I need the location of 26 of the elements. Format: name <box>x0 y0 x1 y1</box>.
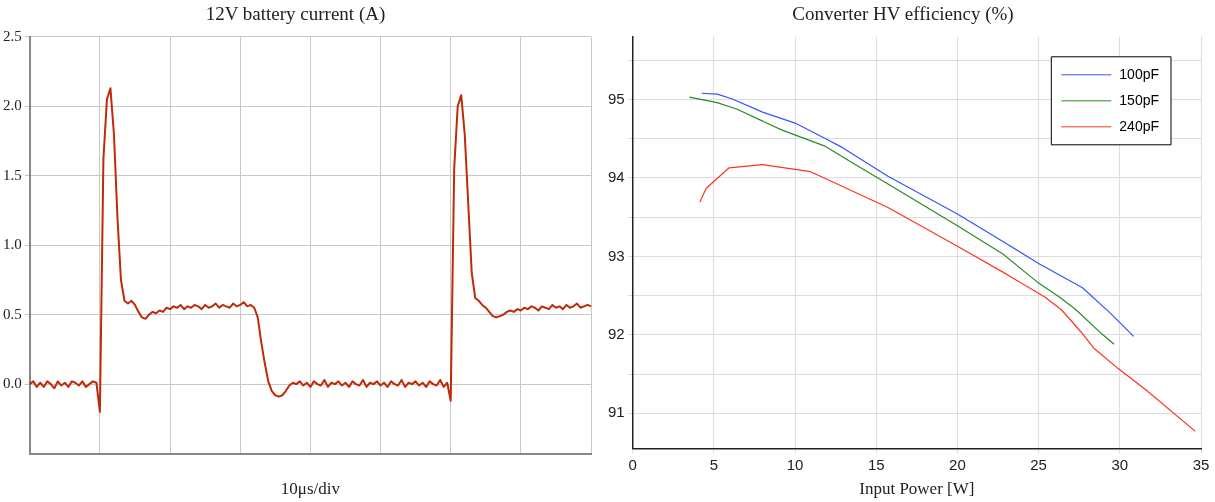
legend-label: 150pF <box>1119 91 1160 108</box>
y-tick-label: 1.0 <box>3 236 22 253</box>
y-tick-label: 92 <box>608 325 625 343</box>
y-tick-label: 91 <box>608 403 625 421</box>
chart-title: 12V battery current (A) <box>205 3 386 26</box>
y-tick-label: 2.0 <box>3 97 22 114</box>
x-tick-label: 10 <box>786 455 804 473</box>
chart-title: Converter HV efficiency (%) <box>792 3 1014 26</box>
x-tick-label: 35 <box>1192 455 1210 473</box>
y-tick-label: 94 <box>608 168 625 186</box>
x-tick-label: 30 <box>1111 455 1129 473</box>
x-axis-title: Input Power [W] <box>859 479 975 499</box>
x-tick-label: 15 <box>867 455 885 473</box>
x-axis-title: 10μs/div <box>280 479 341 499</box>
y-tick-label: 1.5 <box>3 166 22 183</box>
y-tick-label: 93 <box>608 246 625 264</box>
x-tick-label: 5 <box>709 455 719 473</box>
x-tick-label: 25 <box>1030 455 1047 473</box>
legend-label: 100pF <box>1119 65 1160 82</box>
y-tick-label: 0.5 <box>3 305 22 322</box>
x-tick-label: 20 <box>949 455 966 473</box>
legend-label: 240pF <box>1119 117 1160 134</box>
y-tick-label: 2.5 <box>3 27 22 44</box>
y-tick-label: 0.0 <box>3 375 22 392</box>
y-tick-label: 95 <box>608 89 625 107</box>
x-tick-label: 0 <box>628 455 637 473</box>
